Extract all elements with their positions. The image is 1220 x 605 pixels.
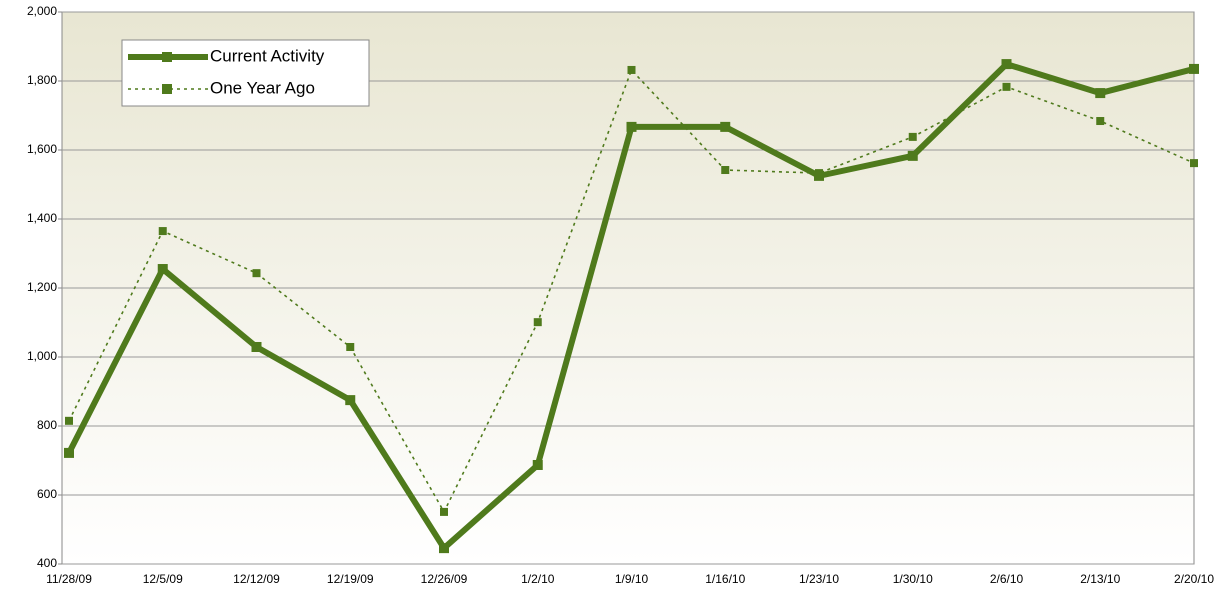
x-tick-label: 2/13/10 — [1080, 572, 1120, 586]
point-marker — [252, 269, 261, 278]
y-tick-label: 2,000 — [27, 4, 57, 18]
point-marker — [440, 507, 448, 516]
point-marker — [157, 264, 168, 275]
x-tick-label: 1/16/10 — [705, 572, 745, 586]
x-tick-label: 12/12/09 — [233, 572, 280, 586]
point-marker — [345, 395, 356, 406]
point-marker — [251, 341, 262, 352]
x-tick-label: 2/6/10 — [990, 572, 1024, 586]
point-marker — [532, 459, 543, 470]
y-tick-label: 600 — [37, 487, 57, 501]
y-tick-label: 1,400 — [27, 211, 57, 225]
point-marker — [533, 318, 542, 327]
point-marker — [908, 132, 917, 141]
legend-label: One Year Ago — [210, 78, 315, 97]
point-marker — [627, 65, 636, 74]
point-marker — [65, 416, 73, 425]
point-marker — [720, 121, 731, 132]
x-tick-label: 12/26/09 — [421, 572, 468, 586]
point-marker — [1095, 88, 1106, 99]
y-tick-label: 400 — [37, 556, 57, 570]
point-marker — [1190, 159, 1198, 168]
y-tick-label: 1,800 — [27, 73, 57, 87]
point-marker — [346, 342, 355, 351]
y-tick-label: 1,000 — [27, 349, 57, 363]
x-tick-label: 12/19/09 — [327, 572, 374, 586]
point-marker — [1096, 117, 1105, 126]
point-marker — [626, 121, 637, 132]
point-marker — [158, 227, 167, 236]
x-tick-label: 1/23/10 — [799, 572, 839, 586]
point-marker — [64, 447, 74, 458]
legend-marker — [162, 84, 172, 94]
point-marker — [439, 543, 449, 554]
x-tick-label: 2/20/10 — [1174, 572, 1214, 586]
point-marker — [907, 150, 918, 161]
point-marker — [1002, 82, 1011, 91]
point-marker — [721, 166, 730, 175]
point-marker — [815, 169, 823, 178]
y-tick-label: 1,600 — [27, 142, 57, 156]
legend-box — [121, 39, 370, 107]
point-marker — [1189, 63, 1199, 74]
point-marker — [1001, 59, 1012, 70]
x-tick-label: 11/28/09 — [46, 572, 92, 586]
legend-marker — [162, 52, 172, 62]
y-tick-label: 800 — [37, 418, 57, 432]
x-tick-label: 12/5/09 — [143, 572, 183, 586]
x-tick-label: 1/2/10 — [521, 572, 555, 586]
y-tick-label: 1,200 — [27, 280, 57, 294]
x-tick-label: 1/30/10 — [893, 572, 933, 586]
x-tick-label: 1/9/10 — [615, 572, 649, 586]
legend-label: Current Activity — [210, 46, 325, 65]
